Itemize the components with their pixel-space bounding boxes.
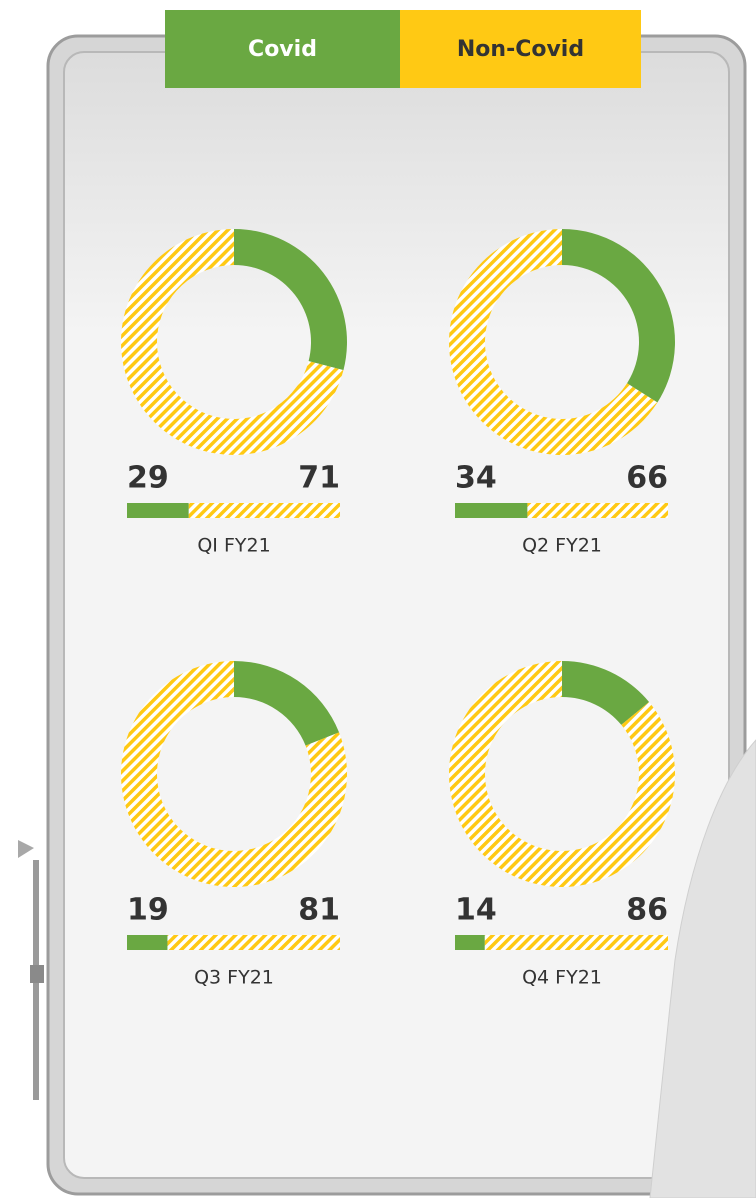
value-label: 14: [455, 893, 497, 928]
bar-segment: [455, 503, 528, 518]
stand-clamp: [30, 965, 44, 983]
legend-label: Covid: [248, 37, 317, 62]
bar-segment: [127, 503, 189, 518]
donut-segment: [121, 229, 344, 456]
value-label: 34: [455, 461, 497, 496]
chart: Covid Non-Covid 29 71 QI FY21 34 66 Q2 FY21 19 81…: [120, 10, 676, 989]
category-label: Q3 FY21: [194, 967, 274, 989]
donut-segment: [562, 661, 650, 725]
bar-segment: [127, 935, 168, 950]
value-label: 81: [298, 893, 340, 928]
bar-segment: [167, 935, 340, 950]
donut-segment: [234, 661, 340, 746]
legend-label: Non-Covid: [457, 37, 584, 62]
value-label: 66: [626, 461, 668, 496]
bar-segment: [527, 503, 668, 518]
donut-segment: [449, 661, 676, 888]
donut-segment: [562, 229, 675, 403]
value-label: 29: [127, 461, 169, 496]
bar-segment: [455, 935, 485, 950]
legend-swatch: [165, 10, 400, 88]
category-label: QI FY21: [197, 535, 270, 557]
value-label: 19: [127, 893, 169, 928]
bar-segment: [484, 935, 668, 950]
donut-segment: [234, 229, 347, 371]
person-coat: [649, 739, 756, 1198]
donut-segment: [120, 661, 347, 887]
legend-swatch: [400, 10, 641, 88]
donut-segment: [449, 229, 658, 456]
bar-segment: [188, 503, 340, 518]
category-label: Q2 FY21: [522, 535, 602, 557]
stand-knob: [18, 840, 34, 858]
value-label: 71: [298, 461, 340, 496]
board-surface: [63, 51, 730, 1179]
value-label: 86: [626, 893, 668, 928]
category-label: Q4 FY21: [522, 967, 602, 989]
